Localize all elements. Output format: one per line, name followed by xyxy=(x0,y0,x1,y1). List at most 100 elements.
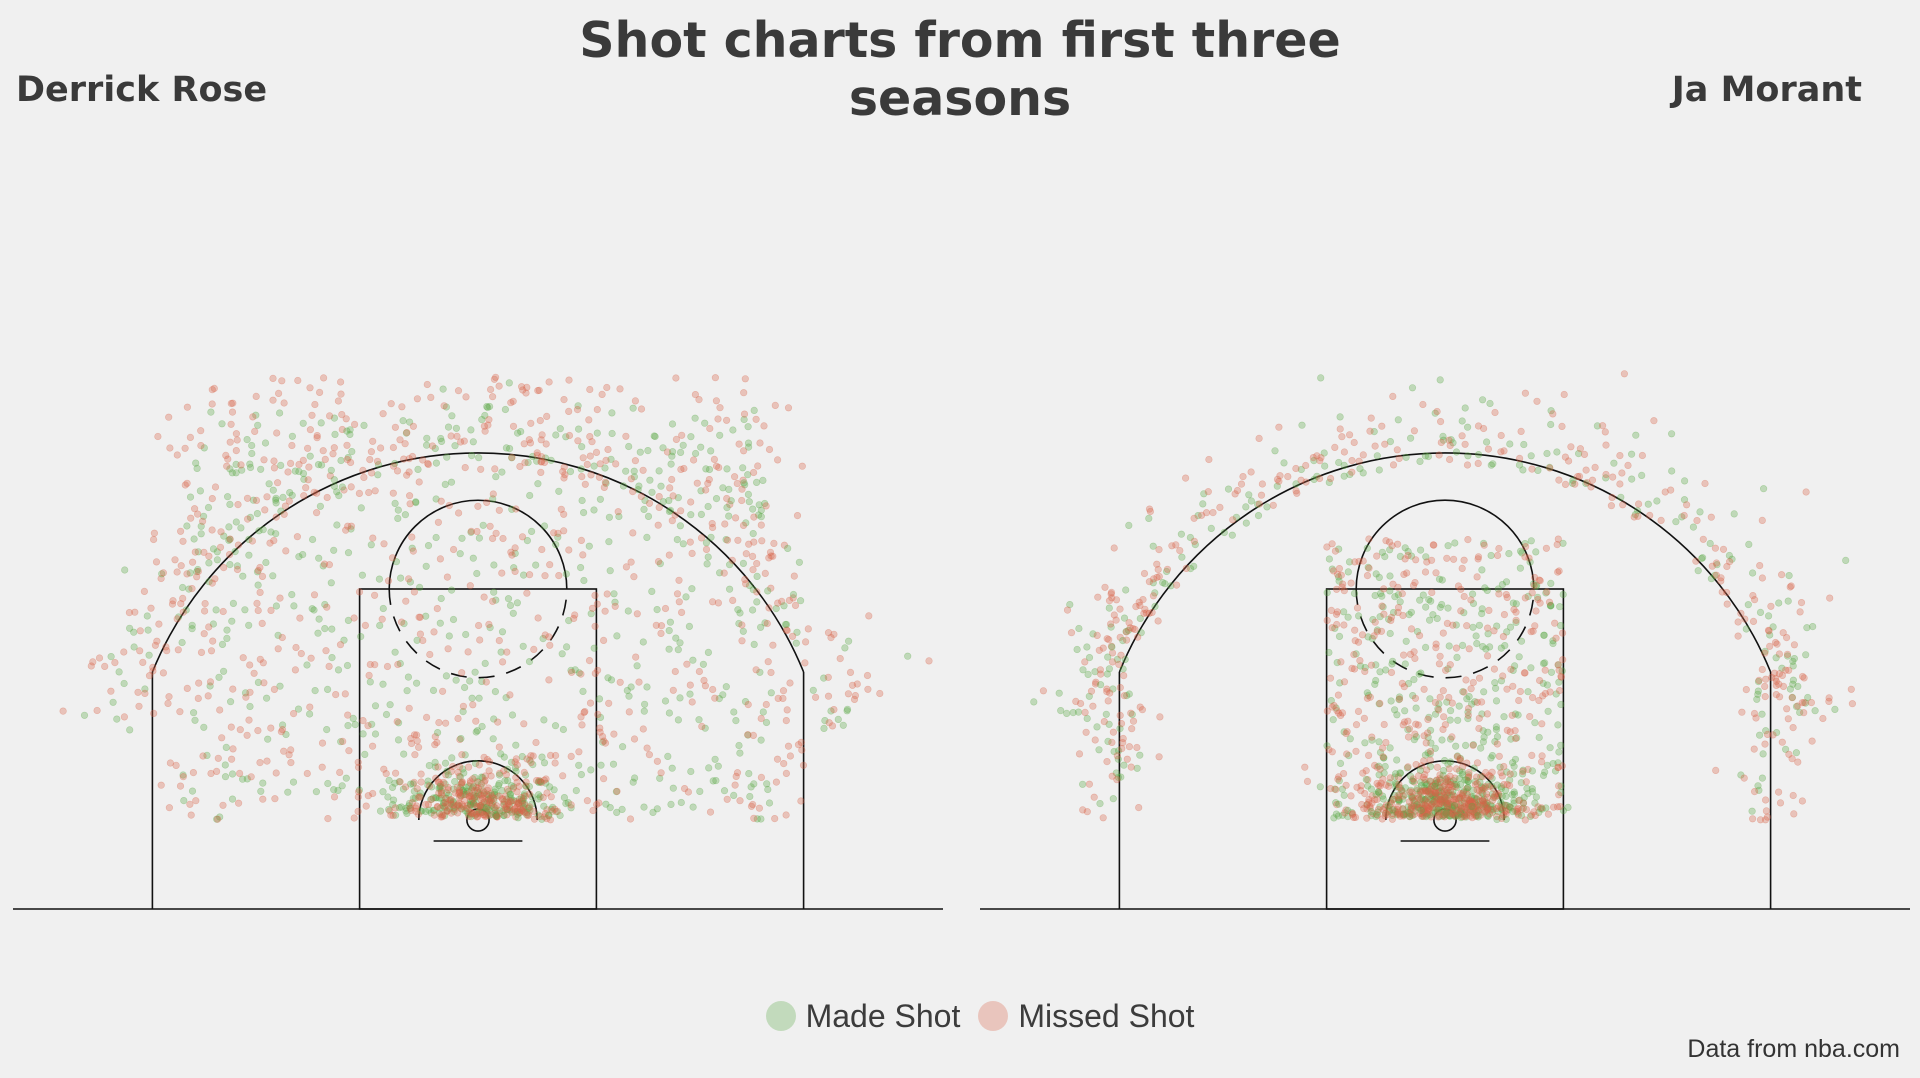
missed-shot-point xyxy=(508,453,516,462)
missed-shot-point xyxy=(191,505,199,513)
missed-shot-point xyxy=(1460,803,1468,811)
missed-shot-point xyxy=(334,397,343,405)
made-shot-point xyxy=(677,798,685,807)
made-shot-point xyxy=(673,535,681,544)
made-shot-point xyxy=(1413,801,1421,809)
missed-shot-point xyxy=(1464,799,1473,808)
made-shot-point xyxy=(338,782,346,790)
missed-shot-point xyxy=(280,399,288,407)
missed-shot-point xyxy=(291,666,300,674)
missed-shot-point xyxy=(1419,400,1427,409)
made-shot-point xyxy=(406,578,415,586)
missed-shot-point xyxy=(194,694,202,703)
made-shot-point xyxy=(1456,807,1465,815)
missed-shot-point xyxy=(1456,793,1464,802)
made-shot-point xyxy=(1498,805,1506,814)
missed-shot-point xyxy=(1514,811,1522,819)
made-shot-point xyxy=(1610,459,1618,467)
made-shot-point xyxy=(1764,612,1773,620)
made-shot-point xyxy=(478,808,486,816)
missed-shot-point xyxy=(1410,427,1418,435)
missed-shot-point xyxy=(1340,448,1348,456)
missed-shot-point xyxy=(1495,590,1503,598)
made-shot-point xyxy=(1372,570,1380,578)
missed-shot-point xyxy=(461,464,469,472)
missed-shot-point xyxy=(752,666,760,674)
missed-shot-point xyxy=(654,557,663,566)
missed-shot-point xyxy=(410,778,418,787)
missed-shot-point xyxy=(495,382,503,390)
missed-shot-point xyxy=(409,547,417,555)
made-shot-point xyxy=(394,506,402,514)
missed-shot-point xyxy=(1275,423,1283,431)
made-shot-point xyxy=(1426,777,1434,785)
missed-shot-point xyxy=(479,794,487,803)
missed-shot-point xyxy=(454,768,462,776)
missed-shot-point xyxy=(523,755,531,763)
missed-shot-point xyxy=(308,411,316,419)
missed-shot-point xyxy=(407,806,415,815)
missed-shot-point xyxy=(527,419,535,427)
made-shot-point xyxy=(1424,787,1432,795)
missed-shot-point xyxy=(246,688,254,696)
made-shot-point xyxy=(712,495,721,503)
made-shot-point xyxy=(1468,792,1476,801)
made-shot-point xyxy=(1759,750,1767,758)
missed-shot-point xyxy=(475,621,483,630)
missed-shot-point xyxy=(195,679,203,687)
made-shot-point xyxy=(1340,608,1348,616)
missed-shot-point xyxy=(1375,789,1383,797)
missed-shot-point xyxy=(1784,715,1792,723)
made-shot-point xyxy=(254,421,262,429)
made-shot-point xyxy=(1340,791,1348,799)
made-shot-point xyxy=(1502,792,1510,801)
missed-shot-point xyxy=(503,785,512,794)
missed-shot-point xyxy=(596,724,604,732)
made-shot-point xyxy=(1470,794,1479,802)
made-shot-point xyxy=(513,807,521,816)
missed-shot-point xyxy=(244,515,252,523)
missed-shot-point xyxy=(629,488,637,496)
missed-shot-point xyxy=(1443,774,1451,782)
missed-shot-point xyxy=(1257,491,1266,499)
missed-shot-point xyxy=(586,452,594,460)
made-shot-point xyxy=(1442,809,1450,817)
missed-shot-point xyxy=(524,811,533,819)
missed-shot-point xyxy=(1103,757,1111,766)
missed-shot-point xyxy=(425,782,434,790)
missed-shot-point xyxy=(1475,807,1483,815)
made-shot-point xyxy=(1506,776,1514,784)
missed-shot-point xyxy=(1741,615,1749,623)
missed-shot-point xyxy=(501,792,510,800)
missed-shot-point xyxy=(389,443,398,452)
made-shot-point xyxy=(1413,785,1421,793)
made-shot-point xyxy=(200,723,208,731)
made-shot-point xyxy=(668,448,677,456)
missed-shot-point xyxy=(1133,743,1141,752)
made-shot-point xyxy=(415,792,424,800)
missed-shot-point xyxy=(470,800,478,809)
made-shot-point xyxy=(406,804,415,812)
missed-shot-point xyxy=(134,688,142,696)
missed-shot-point xyxy=(1555,791,1563,799)
made-shot-point xyxy=(1527,537,1535,545)
made-shot-point xyxy=(1433,808,1441,816)
missed-shot-point xyxy=(1460,799,1468,807)
missed-shot-point xyxy=(1500,780,1508,789)
missed-shot-point xyxy=(539,793,547,802)
made-shot-point xyxy=(1228,531,1236,539)
missed-shot-point xyxy=(480,797,489,806)
missed-shot-point xyxy=(325,561,334,569)
missed-shot-point xyxy=(533,449,541,457)
made-shot-point xyxy=(245,621,253,629)
missed-shot-point xyxy=(1354,638,1363,646)
missed-shot-point xyxy=(779,687,788,695)
missed-shot-point xyxy=(186,800,194,808)
made-shot-point xyxy=(1758,774,1766,782)
made-shot-point xyxy=(750,780,758,788)
made-shot-point xyxy=(216,813,224,821)
missed-shot-point xyxy=(406,804,414,812)
made-shot-point xyxy=(720,787,729,795)
made-shot-point xyxy=(526,756,534,764)
missed-shot-point xyxy=(530,815,539,823)
